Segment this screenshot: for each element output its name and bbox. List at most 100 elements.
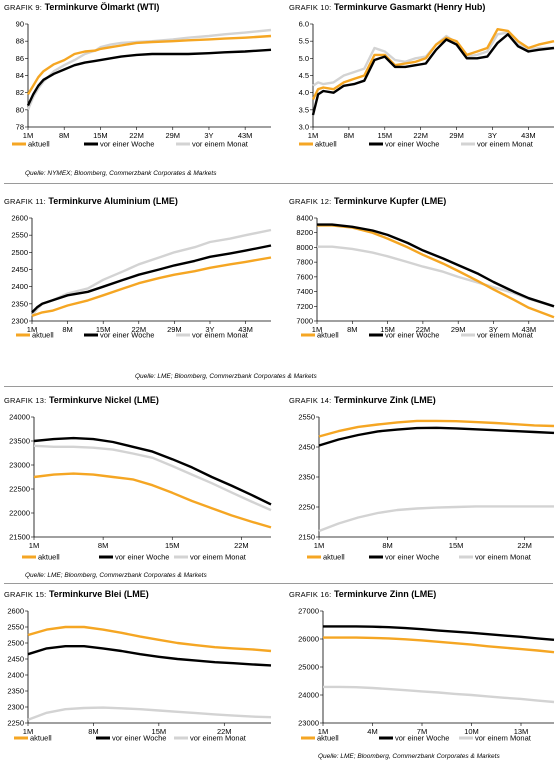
x-tick-label: 1M xyxy=(23,727,33,736)
y-tick-label: 21500 xyxy=(9,533,30,542)
x-tick-label: 43M xyxy=(521,131,536,140)
y-tick-label: 23500 xyxy=(9,437,30,446)
chart-title: GRAFIK 12: Terminkurve Kupfer (LME) xyxy=(289,196,446,206)
y-tick-label: 24000 xyxy=(9,413,30,422)
y-tick-label: 22000 xyxy=(9,509,30,518)
series-line-aktuell xyxy=(31,256,272,317)
chart-title: GRAFIK 14: Terminkurve Zink (LME) xyxy=(289,395,436,405)
y-tick-label: 5.5 xyxy=(299,37,309,46)
x-tick-label: 43M xyxy=(238,325,253,334)
y-tick-label: 25000 xyxy=(298,663,319,672)
chart-title-prefix: GRAFIK 14: xyxy=(289,396,332,405)
x-tick-label: 29M xyxy=(167,325,182,334)
chart-svg-aluminium: 2300 2350 2400 2450 2500 2550 2600 1M 8M 15M 22M 29… xyxy=(11,214,272,340)
chart-title-prefix: GRAFIK 13: xyxy=(4,396,47,405)
y-tick-label: 2300 xyxy=(7,703,24,712)
y-tick-label: 90 xyxy=(16,20,24,29)
series-line-monat xyxy=(318,505,554,533)
y-tick-label: 2350 xyxy=(7,687,24,696)
y-tick-label: 7000 xyxy=(296,317,313,326)
x-tick-label: 22M xyxy=(217,727,232,736)
chart-title-prefix: GRAFIK 16: xyxy=(289,590,332,599)
legend-label: vor einem Monat xyxy=(477,140,534,149)
x-tick-label: 8M xyxy=(62,325,72,334)
series-line-aktuell xyxy=(33,472,272,529)
chart-title-text: Terminkurve Zinn (LME) xyxy=(333,589,437,599)
y-tick-label: 82 xyxy=(16,88,24,97)
series-line-monat xyxy=(31,228,272,317)
chart-title: GRAFIK 13: Terminkurve Nickel (LME) xyxy=(4,395,159,405)
x-tick-label: 15M xyxy=(93,131,108,140)
chart-title-text: Terminkurve Ölmarkt (WTI) xyxy=(44,2,160,12)
x-tick-label: 8M xyxy=(88,727,98,736)
y-tick-label: 7400 xyxy=(296,287,313,296)
x-tick-label: 3Y xyxy=(488,131,497,140)
chart-title-prefix: GRAFIK 12: xyxy=(289,197,332,206)
x-tick-label: 1M xyxy=(312,325,322,334)
series-line-woche xyxy=(323,625,555,641)
series-line-woche xyxy=(317,223,555,308)
y-tick-label: 2300 xyxy=(11,317,28,326)
source-note: Quelle: NYMEX; Bloomberg, Commerzbank Co… xyxy=(25,170,217,177)
series-line-woche xyxy=(318,426,555,447)
y-tick-label: 2350 xyxy=(11,299,28,308)
chart-svg-nickel: 21500 22000 22500 23000 23500 24000 1M 8M 15M 22M… xyxy=(9,413,272,562)
legend-label: vor einer Woche xyxy=(385,553,439,562)
chart-title-text: Terminkurve Aluminium (LME) xyxy=(48,196,178,206)
chart-title-text: Terminkurve Kupfer (LME) xyxy=(333,196,447,206)
y-tick-label: 86 xyxy=(16,54,24,63)
x-tick-label: 3Y xyxy=(204,131,213,140)
source-note: Quelle: LME; Bloomberg, Commerzbank Corp… xyxy=(318,753,500,760)
y-tick-label: 24000 xyxy=(298,691,319,700)
y-tick-label: 2500 xyxy=(11,248,28,257)
x-tick-label: 22M xyxy=(129,131,144,140)
x-tick-label: 22M xyxy=(517,541,532,550)
legend-label: aktuell xyxy=(315,140,337,149)
y-tick-label: 2400 xyxy=(11,282,28,291)
chart-panel-blei: GRAFIK 15: Terminkurve Blei (LME) 2250 23… xyxy=(4,589,274,761)
y-tick-label: 2400 xyxy=(7,671,24,680)
series-line-aktuell xyxy=(27,625,272,653)
y-tick-label: 2550 xyxy=(298,413,315,422)
y-tick-label: 2350 xyxy=(298,473,315,482)
divider xyxy=(4,583,553,584)
x-tick-label: 4M xyxy=(367,727,377,736)
x-tick-label: 15M xyxy=(165,541,180,550)
x-tick-label: 8M xyxy=(59,131,69,140)
series-line-woche xyxy=(27,645,272,667)
legend-label: vor einem Monat xyxy=(192,140,249,149)
y-tick-label: 5.0 xyxy=(299,54,309,63)
x-tick-label: 22M xyxy=(234,541,249,550)
y-tick-label: 80 xyxy=(16,105,24,114)
x-tick-label: 1M xyxy=(318,727,328,736)
legend-label: vor einem Monat xyxy=(475,553,532,562)
series-line-woche xyxy=(31,244,272,314)
x-tick-label: 1M xyxy=(314,541,324,550)
chart-title-prefix: GRAFIK 11: xyxy=(4,197,46,206)
y-tick-label: 26000 xyxy=(298,635,319,644)
y-tick-label: 2550 xyxy=(7,623,24,632)
chart-title-prefix: GRAFIK 9: xyxy=(4,3,43,12)
legend-label: aktuell xyxy=(28,140,50,149)
series-line-aktuell xyxy=(26,34,272,96)
series-line-woche xyxy=(26,48,272,107)
x-tick-label: 15M xyxy=(449,541,464,550)
chart-svg-gas: 3.0 3.5 4.0 4.5 5.0 5.5 6.0 1M 8M 15M 22M 29M 3Y 43M a… xyxy=(299,20,555,149)
y-tick-label: 4.5 xyxy=(299,71,309,80)
x-tick-label: 15M xyxy=(377,131,392,140)
y-tick-label: 2450 xyxy=(11,265,28,274)
source-note: Quelle: LME; Bloomberg, Commerzbank Corp… xyxy=(25,572,207,579)
chart-title: GRAFIK 11: Terminkurve Aluminium (LME) xyxy=(4,196,178,206)
legend-label: vor einer Woche xyxy=(100,140,154,149)
y-tick-label: 2250 xyxy=(7,719,24,728)
divider xyxy=(4,386,553,387)
y-tick-label: 8400 xyxy=(296,214,313,223)
chart-title-prefix: GRAFIK 15: xyxy=(4,590,47,599)
x-tick-label: 1M xyxy=(27,325,37,334)
x-tick-label: 8M xyxy=(382,541,392,550)
y-tick-label: 7800 xyxy=(296,258,313,267)
x-tick-label: 8M xyxy=(344,131,354,140)
chart-svg-zink: 2150 2250 2350 2450 2550 1M 8M 15M 22M aktuell vor… xyxy=(298,413,555,562)
legend-label: vor einem Monat xyxy=(475,734,532,743)
x-tick-label: 22M xyxy=(131,325,146,334)
